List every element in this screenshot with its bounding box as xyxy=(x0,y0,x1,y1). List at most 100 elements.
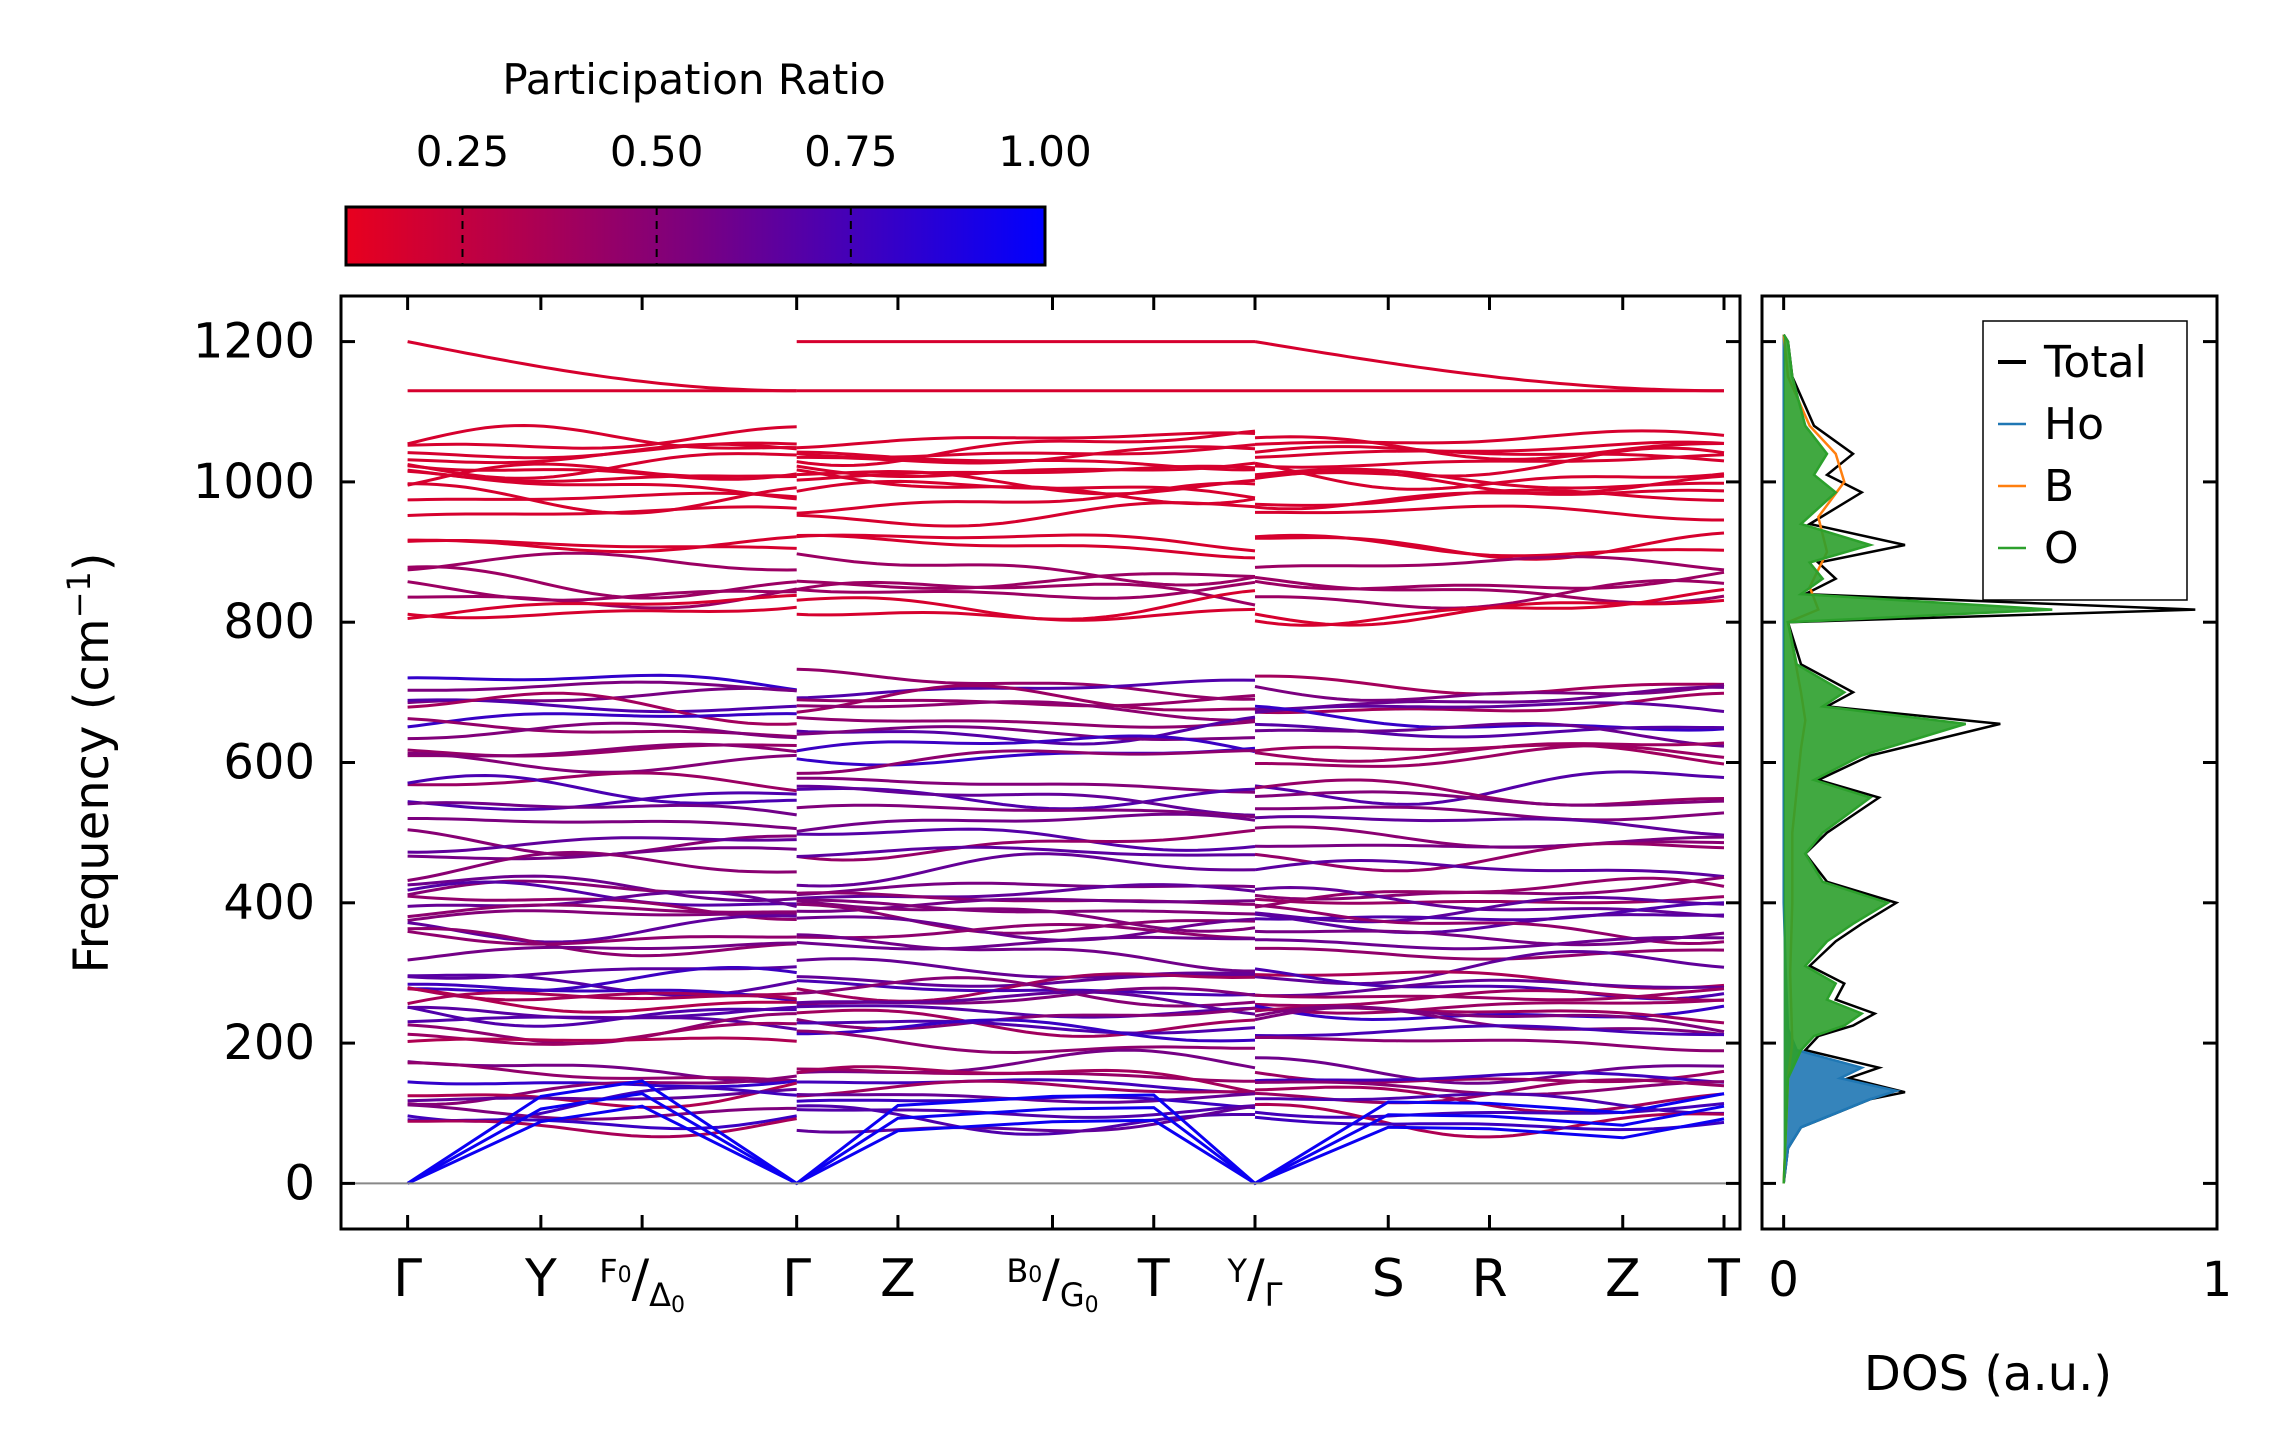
band-line xyxy=(796,596,1256,622)
band-line xyxy=(1254,440,1725,459)
kpoint-label-combined: F0/Δ0 xyxy=(599,1249,685,1318)
band-line xyxy=(796,915,1256,942)
band-line xyxy=(407,879,797,897)
band-line xyxy=(796,580,1256,600)
band-line xyxy=(1254,895,1725,924)
band-line xyxy=(407,491,797,502)
band-line xyxy=(407,966,797,993)
band-line xyxy=(1254,912,1725,935)
band-line xyxy=(1255,946,1725,961)
band-line xyxy=(796,716,1256,729)
y-axis-label-main: Frequency (cm xyxy=(64,618,120,973)
band-line xyxy=(407,673,797,692)
colorbar-ticks: 0.25 0.50 0.75 1.00 xyxy=(416,127,1092,265)
y-tick-label: 1000 xyxy=(193,454,315,510)
band-lines xyxy=(406,340,1725,1186)
band-line xyxy=(1254,701,1725,714)
band-line xyxy=(407,929,797,946)
band-line xyxy=(1254,770,1725,806)
band-line xyxy=(1254,1115,1725,1132)
legend-label: Total xyxy=(2043,337,2147,388)
band-line xyxy=(1254,876,1725,909)
band-line xyxy=(796,1065,1256,1094)
band-line xyxy=(796,678,1256,700)
band-line xyxy=(407,469,797,501)
kpoint-label-part: 0 xyxy=(671,1293,685,1318)
kpoint-label-part: F xyxy=(599,1252,617,1290)
band-line xyxy=(1254,815,1725,837)
band-line xyxy=(796,580,1256,607)
band-line xyxy=(407,580,797,602)
band-line xyxy=(796,1104,1256,1134)
band-line xyxy=(407,551,797,572)
y-tick-label: 1200 xyxy=(193,314,315,370)
band-line xyxy=(407,850,797,882)
band-line xyxy=(407,721,797,741)
band-line xyxy=(1254,683,1725,702)
band-line xyxy=(407,987,797,1014)
band-line xyxy=(407,751,797,774)
band-line xyxy=(796,902,1256,935)
band-line xyxy=(407,771,797,793)
band-line xyxy=(796,694,1256,708)
band-line xyxy=(407,565,797,600)
band-line xyxy=(407,423,797,450)
kpoint-label-part: Γ xyxy=(1265,1276,1283,1314)
band-line xyxy=(1255,504,1724,522)
y-tick-label: 200 xyxy=(223,1015,315,1071)
legend-label: O xyxy=(2044,523,2079,574)
band-line xyxy=(407,1074,797,1106)
band-line xyxy=(1254,1102,1725,1139)
dos-x-tick-label: 0 xyxy=(1768,1252,1799,1308)
band-line xyxy=(796,481,1256,515)
band-line xyxy=(1255,578,1725,610)
legend-label: Ho xyxy=(2044,399,2104,450)
kpoint-label-part: / xyxy=(1247,1249,1265,1309)
kpoint-label-part: 0 xyxy=(1028,1263,1042,1288)
band-line xyxy=(796,933,1255,973)
kpoint-label: Y xyxy=(524,1249,557,1309)
band-line xyxy=(796,533,1256,553)
band-line xyxy=(796,898,1256,916)
band-line xyxy=(796,776,1256,794)
kpoint-label: Γ xyxy=(393,1249,422,1309)
kpoint-label: R xyxy=(1471,1249,1507,1309)
band-line xyxy=(407,1103,797,1121)
band-line xyxy=(1254,429,1725,446)
band-line xyxy=(1255,936,1725,951)
kpoint-label-part: B xyxy=(1006,1252,1028,1290)
band-line xyxy=(407,605,797,620)
acoustic-branch xyxy=(406,1104,1725,1186)
band-line xyxy=(796,990,1256,1016)
band-line xyxy=(796,749,1256,775)
band-line xyxy=(796,812,1256,833)
band-line xyxy=(407,890,798,909)
colorbar: Participation Ratio 0.25 0.50 0.75 1.00 xyxy=(344,55,1092,267)
band-line xyxy=(796,828,1256,862)
kpoint-label: T xyxy=(1137,1249,1170,1309)
y-tick-label: 600 xyxy=(223,735,315,791)
band-line xyxy=(407,462,797,487)
band-line xyxy=(796,1004,1256,1019)
band-line xyxy=(1254,453,1725,469)
band-line xyxy=(796,431,1256,450)
band-line xyxy=(1255,744,1725,768)
band-line xyxy=(407,425,797,450)
kpoint-label-part: / xyxy=(1042,1249,1060,1309)
colorbar-tick-label: 1.00 xyxy=(998,127,1092,176)
colorbar-gradient xyxy=(344,205,1047,267)
band-line xyxy=(796,464,1256,482)
kpoint-label-combined: B0/G0 xyxy=(1006,1249,1098,1318)
band-line xyxy=(796,429,1256,468)
band-line xyxy=(796,734,1256,754)
band-line xyxy=(407,926,797,958)
y-tick-label: 0 xyxy=(284,1155,315,1211)
x-axis-kpath: Γ Y F0/Δ0 Γ Z B0/G0 T Y/Γ S R Z T xyxy=(393,296,1740,1318)
band-line xyxy=(796,845,1255,858)
dos-lines xyxy=(1782,333,2196,1184)
y-tick-label: 800 xyxy=(223,594,315,650)
band-line xyxy=(1254,858,1725,878)
y-axis-ticks: 0 200 400 600 800 1000 1200 xyxy=(193,314,1740,1211)
band-line xyxy=(407,773,797,805)
band-line xyxy=(1254,841,1725,873)
